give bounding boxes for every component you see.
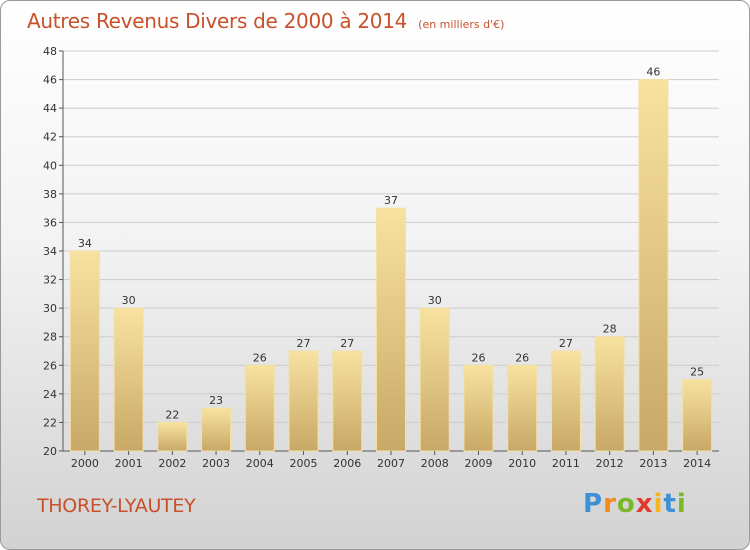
y-tick-label: 24: [43, 388, 57, 401]
logo-letter: r: [603, 489, 617, 519]
value-label-2013: 46: [646, 66, 660, 79]
logo-letter: t: [663, 489, 677, 519]
x-tick-label-2000: 2000: [71, 457, 99, 470]
y-tick-label: 26: [43, 359, 57, 372]
value-label-2003: 23: [209, 394, 223, 407]
value-label-2011: 27: [559, 337, 573, 350]
x-tick-label-2009: 2009: [464, 457, 492, 470]
x-tick-label-2005: 2005: [290, 457, 318, 470]
location-name: THOREY-LYAUTEY: [37, 495, 196, 517]
x-tick-label-2004: 2004: [246, 457, 274, 470]
value-label-2010: 26: [515, 351, 529, 364]
value-label-2012: 28: [603, 323, 617, 336]
value-label-2008: 30: [428, 294, 442, 307]
x-tick-label-2013: 2013: [639, 457, 667, 470]
bar-2012: [594, 336, 625, 452]
x-tick-label-2007: 2007: [377, 457, 405, 470]
x-tick-label-2012: 2012: [596, 457, 624, 470]
logo-letter: x: [635, 489, 654, 519]
chart-title: Autres Revenus Divers de 2000 à 2014: [27, 9, 408, 33]
y-tick-label: 38: [43, 188, 57, 201]
value-label-2001: 30: [122, 294, 136, 307]
y-tick-label: 22: [43, 416, 57, 429]
x-tick-label-2008: 2008: [421, 457, 449, 470]
x-tick-label-2011: 2011: [552, 457, 580, 470]
x-tick-label-2014: 2014: [683, 457, 711, 470]
bar-2003: [201, 407, 232, 452]
value-label-2002: 22: [165, 408, 179, 421]
logo-letter: i: [653, 489, 664, 519]
bar-2014: [682, 379, 713, 452]
bar-2013: [638, 79, 669, 452]
y-tick-label: 48: [43, 45, 57, 58]
y-tick-label: 40: [43, 159, 57, 172]
x-tick-label-2001: 2001: [115, 457, 143, 470]
value-label-2014: 25: [690, 366, 704, 379]
x-tick-label-2010: 2010: [508, 457, 536, 470]
logo-letter: i: [676, 489, 687, 519]
proxiti-logo: Proxiti: [583, 489, 687, 519]
logo-letter: o: [616, 489, 636, 519]
bar-2007: [376, 207, 406, 452]
y-tick-label: 42: [43, 131, 57, 144]
value-label-2006: 27: [340, 337, 354, 350]
y-tick-label: 34: [43, 245, 57, 258]
bar-2009: [463, 364, 494, 452]
bar-2008: [419, 307, 450, 452]
bar-2000: [69, 250, 100, 452]
value-label-2000: 34: [78, 237, 92, 250]
bar-2011: [550, 350, 581, 452]
value-label-2009: 26: [471, 351, 485, 364]
y-tick-label: 36: [43, 216, 57, 229]
y-tick-label: 32: [43, 274, 57, 287]
value-label-2007: 37: [384, 194, 398, 207]
bar-2006: [332, 350, 363, 452]
logo-letter: P: [583, 489, 604, 519]
x-tick-label-2006: 2006: [333, 457, 361, 470]
bar-2002: [157, 421, 188, 452]
x-tick-label-2002: 2002: [158, 457, 186, 470]
value-label-2005: 27: [297, 337, 311, 350]
y-tick-label: 30: [43, 302, 57, 315]
bar-2004: [244, 364, 275, 452]
y-tick-label: 28: [43, 331, 57, 344]
x-tick-label-2003: 2003: [202, 457, 230, 470]
bar-2005: [288, 350, 319, 452]
y-tick-label: 20: [43, 445, 57, 458]
bar-2001: [113, 307, 144, 452]
y-tick-label: 46: [43, 74, 57, 87]
y-tick-label: 44: [43, 102, 57, 115]
chart-subtitle: (en milliers d'€): [418, 18, 505, 31]
value-label-2004: 26: [253, 351, 267, 364]
bar-2010: [507, 364, 538, 452]
chart-title-row: Autres Revenus Divers de 2000 à 2014 (en…: [27, 9, 504, 33]
